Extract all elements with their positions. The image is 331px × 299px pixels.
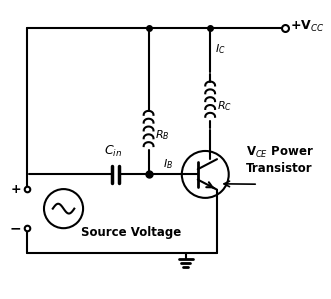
Text: V$_{CE}$ Power
Transistor: V$_{CE}$ Power Transistor: [246, 145, 314, 175]
Text: Source Voltage: Source Voltage: [81, 226, 181, 239]
Text: +: +: [11, 183, 22, 196]
Text: +V$_{CC}$: +V$_{CC}$: [290, 19, 325, 34]
Text: $I_B$: $I_B$: [163, 158, 173, 172]
Text: $I_C$: $I_C$: [215, 42, 226, 56]
Text: $R_B$: $R_B$: [156, 129, 170, 142]
Text: $R_C$: $R_C$: [217, 99, 232, 113]
Text: $C_{in}$: $C_{in}$: [104, 144, 122, 159]
Text: −: −: [10, 221, 22, 235]
